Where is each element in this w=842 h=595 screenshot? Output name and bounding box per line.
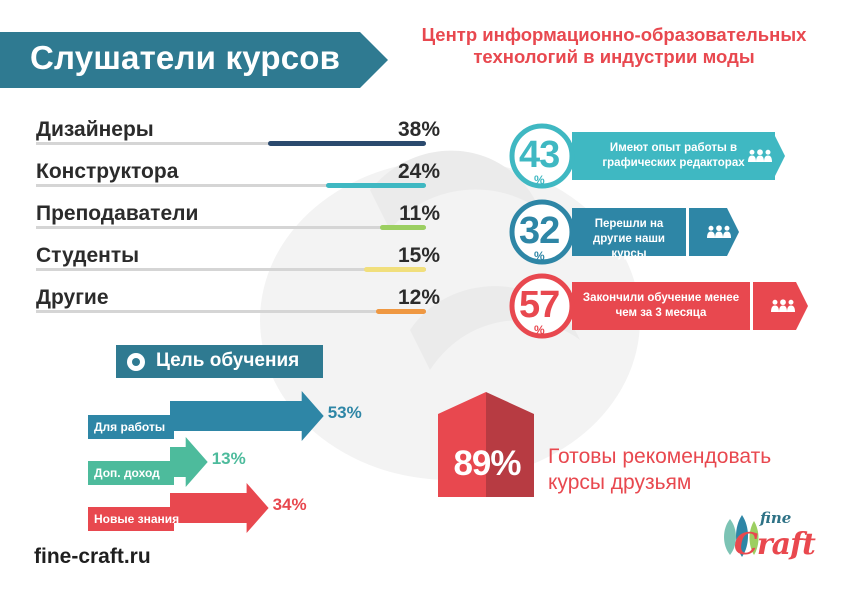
category-bar bbox=[268, 141, 426, 146]
category-bar bbox=[326, 183, 426, 188]
page-title: Слушатели курсов bbox=[30, 39, 341, 76]
category-row: Дизайнеры 38% bbox=[36, 118, 440, 158]
category-track bbox=[36, 310, 426, 313]
recommend-text: Готовы рекомендовать курсы друзьям bbox=[548, 445, 772, 494]
stat-arrow bbox=[730, 132, 785, 180]
goal-label: Для работы bbox=[94, 420, 166, 434]
category-track bbox=[36, 184, 426, 187]
goals-header: Цель обучения bbox=[116, 345, 323, 378]
stat-arrow bbox=[753, 282, 808, 330]
stat-ring bbox=[509, 273, 575, 339]
goal-arrow bbox=[170, 437, 208, 487]
category-bar bbox=[376, 309, 426, 314]
stat-description: Закончили обучение менее чем за 3 месяца bbox=[582, 292, 740, 319]
stat-description: Имеют опыт работы в графических редактор… bbox=[602, 142, 745, 169]
category-label: Преподаватели bbox=[36, 202, 199, 225]
goal-label-box bbox=[88, 507, 174, 531]
category-track bbox=[36, 268, 426, 271]
category-value: 24% bbox=[397, 160, 440, 183]
stat-ring bbox=[509, 123, 575, 189]
logo-fine-text: fine bbox=[760, 509, 792, 527]
category-row: Другие 12% bbox=[36, 286, 440, 326]
stat-description: Перешли на другие наши курсы bbox=[592, 218, 665, 260]
goal-value: 53% bbox=[327, 403, 362, 422]
center-title: Центр информационно-образовательных техн… bbox=[421, 24, 807, 67]
stat-value: 57 bbox=[519, 284, 560, 326]
recommend-badge bbox=[438, 392, 534, 497]
logo-craft-text: Craft bbox=[734, 527, 816, 562]
stat-ring bbox=[509, 199, 575, 265]
goal-arrow bbox=[170, 483, 269, 533]
goal-value: 13% bbox=[211, 449, 246, 468]
stat-value: 32 bbox=[519, 210, 560, 252]
stat-value: 43 bbox=[519, 134, 560, 176]
goal-label-box bbox=[88, 415, 174, 439]
stat-badge: 32% Перешли на другие наши курсы bbox=[508, 188, 818, 268]
stat-percent: % bbox=[534, 249, 545, 263]
category-label: Студенты bbox=[36, 244, 140, 267]
goal-arrow bbox=[170, 391, 324, 441]
stat-percent: % bbox=[534, 323, 545, 337]
stat-percent: % bbox=[534, 173, 545, 187]
stat-box bbox=[572, 282, 750, 330]
recommend-value: 89% bbox=[453, 444, 521, 483]
goal-label: Доп. доход bbox=[94, 466, 160, 480]
stat-badge: 57% Закончили обучение менее чем за 3 мес… bbox=[508, 262, 818, 342]
goal-row: Новые знания 34% bbox=[0, 483, 420, 533]
goal-label: Новые знания bbox=[94, 512, 180, 526]
category-track bbox=[36, 226, 426, 229]
category-bar bbox=[380, 225, 426, 230]
target-icon bbox=[127, 353, 145, 371]
category-track bbox=[36, 142, 426, 145]
category-label: Другие bbox=[36, 286, 109, 309]
goal-row: Доп. доход 13% bbox=[0, 437, 420, 487]
category-value: 12% bbox=[397, 286, 440, 309]
category-bar bbox=[363, 267, 426, 272]
category-label: Конструктора bbox=[36, 160, 179, 183]
stat-arrow bbox=[689, 208, 739, 256]
category-value: 38% bbox=[397, 118, 440, 141]
goal-row: Для работы 53% bbox=[0, 391, 420, 441]
category-value: 11% bbox=[399, 202, 440, 225]
stat-box bbox=[572, 208, 686, 256]
category-row: Студенты 15% bbox=[36, 244, 440, 284]
site-link[interactable]: fine-craft.ru bbox=[34, 545, 151, 568]
stat-badge: 43% Имеют опыт работы в графических редак… bbox=[508, 112, 818, 192]
category-value: 15% bbox=[397, 244, 440, 267]
fine-craft-logo: fine Craft bbox=[718, 505, 823, 583]
goal-label-box bbox=[88, 461, 174, 485]
category-label: Дизайнеры bbox=[36, 118, 154, 141]
goal-value: 34% bbox=[272, 495, 307, 514]
title-banner: Слушатели курсов bbox=[0, 32, 388, 88]
category-row: Конструктора 24% bbox=[36, 160, 440, 200]
category-row: Преподаватели 11% bbox=[36, 202, 440, 242]
goals-title: Цель обучения bbox=[156, 350, 300, 371]
